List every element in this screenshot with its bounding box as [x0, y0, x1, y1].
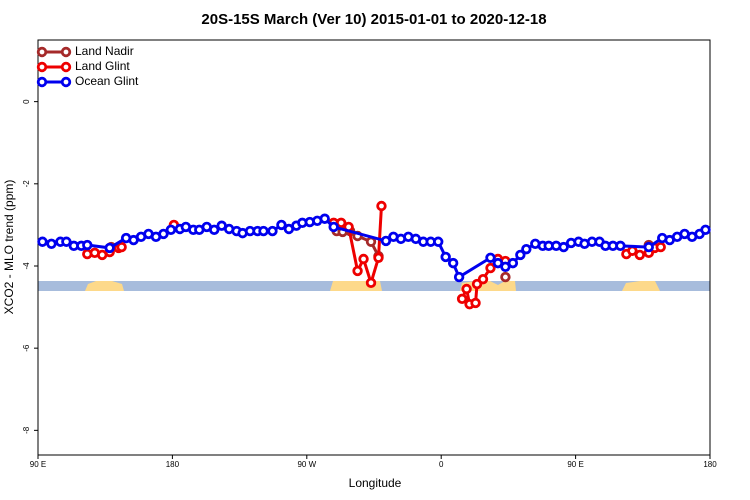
- data-point: [500, 271, 511, 283]
- data-point: [373, 252, 384, 263]
- x-tick-label: 90 W: [297, 460, 316, 469]
- y-axis-label: XCO2 - MLO trend (ppm): [2, 180, 16, 315]
- data-point: [515, 249, 526, 261]
- x-tick-label: 90 E: [30, 460, 46, 469]
- data-point: [655, 241, 666, 253]
- data-point: [104, 242, 115, 254]
- legend-marker: [60, 76, 72, 88]
- data-point: [634, 249, 646, 261]
- y-tick-label: -4: [22, 262, 31, 270]
- plot-frame: [37, 39, 711, 456]
- data-point: [380, 235, 392, 247]
- data-point: [521, 243, 532, 255]
- y-tick-label: -8: [22, 426, 31, 434]
- data-point: [365, 277, 377, 289]
- data-point: [500, 261, 511, 273]
- data-point: [328, 221, 339, 233]
- legend-marker: [36, 61, 48, 73]
- data-point: [82, 239, 93, 251]
- data-point: [267, 225, 278, 237]
- data-point: [433, 236, 444, 247]
- data-point: [700, 224, 711, 236]
- data-point: [456, 293, 468, 305]
- data-point: [358, 253, 369, 265]
- data-point: [615, 240, 626, 252]
- land-patch: [85, 281, 124, 291]
- data-point: [116, 241, 127, 253]
- legend-marker: [36, 46, 48, 58]
- data-point: [447, 257, 459, 269]
- legend-label: Land Nadir: [75, 44, 134, 58]
- data-point: [558, 241, 569, 253]
- data-point: [258, 225, 269, 237]
- y-tick-label: -2: [22, 180, 31, 188]
- legend-label: Ocean Glint: [75, 74, 139, 88]
- data-point: [477, 273, 489, 285]
- x-tick-label: 180: [166, 460, 180, 469]
- data-point: [440, 251, 451, 263]
- data-point: [643, 241, 654, 253]
- data-point: [158, 228, 169, 240]
- data-point: [319, 213, 330, 224]
- legend-marker: [60, 46, 72, 58]
- chart-title: 20S-15S March (Ver 10) 2015-01-01 to 202…: [201, 11, 546, 28]
- legend-marker: [36, 76, 48, 88]
- land-patch: [622, 281, 660, 291]
- data-point: [461, 283, 472, 295]
- data-point: [352, 265, 363, 277]
- data-point: [37, 236, 48, 247]
- data-point: [376, 200, 387, 212]
- x-tick-label: 0: [439, 460, 444, 469]
- y-tick-label: 0: [22, 99, 31, 104]
- data-point: [209, 224, 220, 236]
- data-point: [492, 257, 504, 269]
- data-point: [485, 252, 496, 263]
- data-point: [453, 271, 465, 283]
- data-point: [276, 219, 287, 231]
- y-tick-label: -6: [22, 344, 31, 352]
- x-tick-label: 180: [703, 460, 717, 469]
- x-axis-label: Longitude: [349, 476, 402, 490]
- data-point: [46, 238, 57, 250]
- data-point: [470, 297, 481, 309]
- legend-marker: [60, 61, 72, 73]
- data-point: [507, 257, 519, 269]
- x-tick-label: 90 E: [567, 460, 583, 469]
- data-point: [335, 217, 347, 229]
- legend-label: Land Glint: [75, 59, 130, 73]
- data-point: [485, 262, 496, 274]
- data-point: [165, 224, 177, 236]
- data-point: [61, 236, 72, 247]
